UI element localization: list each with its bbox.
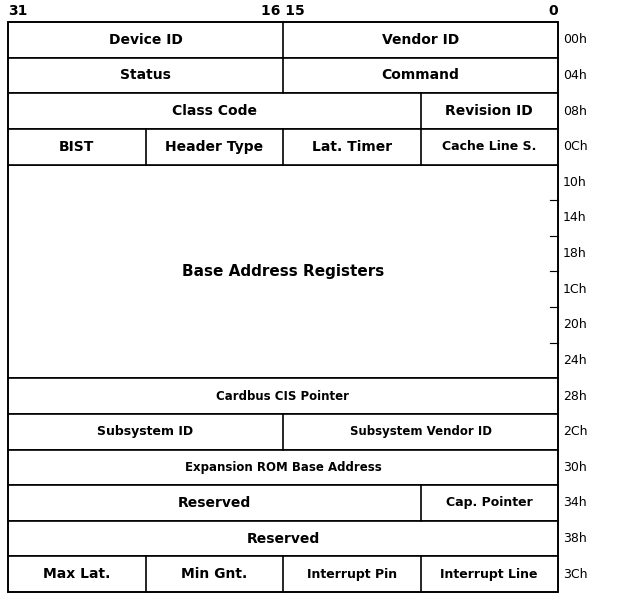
- Text: Status: Status: [120, 68, 171, 82]
- Text: 38h: 38h: [563, 532, 587, 545]
- Text: BIST: BIST: [59, 140, 94, 154]
- Text: 1Ch: 1Ch: [563, 283, 587, 296]
- Text: 31: 31: [8, 4, 27, 18]
- Text: Subsystem ID: Subsystem ID: [97, 425, 194, 438]
- Bar: [8, 58, 558, 93]
- Text: Min Gnt.: Min Gnt.: [181, 567, 247, 581]
- Text: 10h: 10h: [563, 176, 587, 189]
- Bar: [8, 22, 558, 58]
- Bar: [8, 485, 558, 521]
- Text: Lat. Timer: Lat. Timer: [312, 140, 392, 154]
- Bar: [8, 164, 558, 378]
- Text: Expansion ROM Base Address: Expansion ROM Base Address: [184, 461, 381, 474]
- Text: Vendor ID: Vendor ID: [382, 33, 459, 47]
- Text: Base Address Registers: Base Address Registers: [182, 264, 384, 279]
- Text: Subsystem Vendor ID: Subsystem Vendor ID: [350, 425, 491, 438]
- Bar: [8, 22, 558, 592]
- Text: 00h: 00h: [563, 34, 587, 46]
- Text: Device ID: Device ID: [109, 33, 183, 47]
- Text: 2Ch: 2Ch: [563, 425, 587, 438]
- Text: Header Type: Header Type: [165, 140, 263, 154]
- Text: 08h: 08h: [563, 104, 587, 118]
- Text: 24h: 24h: [563, 354, 587, 367]
- Bar: [8, 378, 558, 414]
- Bar: [8, 93, 558, 129]
- Text: 16 15: 16 15: [261, 4, 305, 18]
- Text: 34h: 34h: [563, 496, 587, 509]
- Bar: [8, 414, 558, 449]
- Text: 18h: 18h: [563, 247, 587, 260]
- Text: 0Ch: 0Ch: [563, 140, 587, 153]
- Text: 0: 0: [548, 4, 558, 18]
- Text: Revision ID: Revision ID: [445, 104, 533, 118]
- Bar: [8, 129, 558, 164]
- Text: Interrupt Pin: Interrupt Pin: [307, 568, 397, 581]
- Text: Max Lat.: Max Lat.: [43, 567, 111, 581]
- Text: 20h: 20h: [563, 319, 587, 331]
- Text: Reserved: Reserved: [247, 532, 320, 545]
- Text: Reserved: Reserved: [178, 496, 251, 510]
- Text: 04h: 04h: [563, 69, 587, 82]
- Text: 28h: 28h: [563, 389, 587, 403]
- Bar: [8, 449, 558, 485]
- Text: 14h: 14h: [563, 211, 587, 224]
- Bar: [8, 556, 558, 592]
- Bar: [8, 521, 558, 556]
- Text: Command: Command: [381, 68, 460, 82]
- Text: Cardbus CIS Pointer: Cardbus CIS Pointer: [217, 389, 350, 403]
- Text: 3Ch: 3Ch: [563, 568, 587, 581]
- Text: Class Code: Class Code: [172, 104, 256, 118]
- Text: 30h: 30h: [563, 461, 587, 474]
- Text: Cap. Pointer: Cap. Pointer: [446, 496, 533, 509]
- Text: Interrupt Line: Interrupt Line: [440, 568, 538, 581]
- Text: Cache Line S.: Cache Line S.: [442, 140, 537, 153]
